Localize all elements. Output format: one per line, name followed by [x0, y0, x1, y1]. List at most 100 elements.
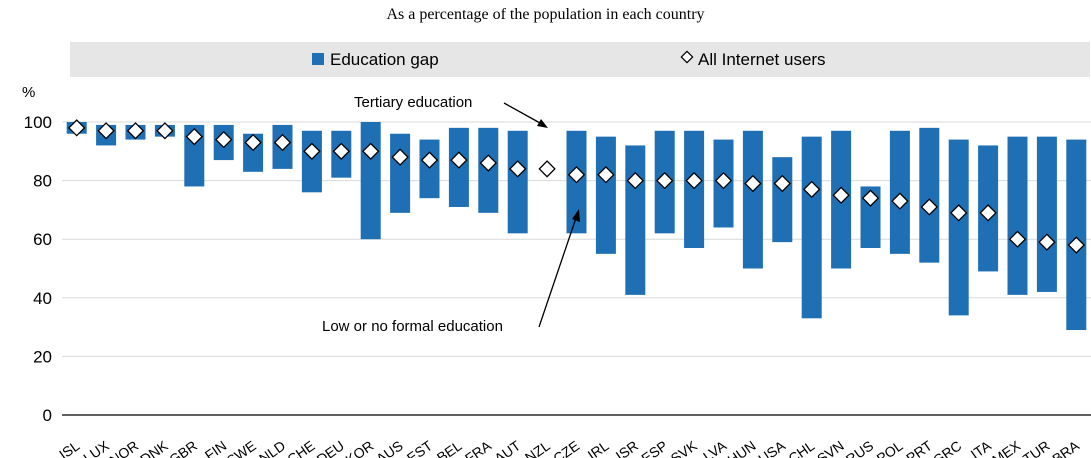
y-axis-label: %	[22, 84, 35, 101]
x-tick-label-NLD: NLD	[256, 437, 288, 458]
bar-AUT	[507, 130, 528, 234]
x-tick-label-SWE: SWE	[224, 437, 259, 458]
bar-PRT	[919, 127, 940, 263]
marker-DEU	[332, 142, 350, 160]
marker-SVK	[685, 171, 703, 190]
marker-DNK	[156, 122, 174, 140]
marker-NOR	[126, 122, 145, 140]
annotation-tertiary-arrow	[503, 102, 541, 124]
marker-HUN	[744, 174, 762, 193]
annotation-low-arrow	[538, 217, 577, 328]
x-tick-label-HUN: HUN	[725, 437, 759, 458]
bar-MEX	[1007, 136, 1028, 295]
y-tick-label: 80	[33, 172, 52, 191]
bar-USA	[772, 157, 793, 243]
bar-TUR	[1036, 136, 1057, 292]
marker-PRT	[920, 198, 938, 216]
x-tick-label-NZL: NZL	[522, 437, 553, 458]
x-tick-label-SVN: SVN	[814, 437, 847, 458]
x-tick-label-EST: EST	[404, 437, 436, 458]
bar-HUN	[742, 130, 763, 269]
x-tick-label-KOR: KOR	[342, 437, 376, 458]
legend-box	[70, 42, 1090, 77]
marker-ESP	[656, 171, 674, 190]
marker-RUS	[861, 189, 880, 207]
x-tick-label-POL: POL	[873, 437, 905, 458]
x-tick-label-CHE: CHE	[284, 437, 317, 458]
x-tick-label-TUR: TUR	[1020, 437, 1053, 458]
y-tick-label: 100	[24, 113, 52, 132]
marker-IRL	[597, 166, 615, 184]
chart-subtitle: As a percentage of the population in eac…	[386, 6, 705, 23]
x-tick-label-GRC: GRC	[930, 437, 965, 458]
marker-SWE	[244, 133, 262, 152]
x-tick-label-ISR: ISR	[613, 437, 641, 458]
marker-TUR	[1038, 233, 1056, 251]
x-tick-label-SVK: SVK	[668, 437, 701, 458]
marker-CHE	[303, 142, 321, 160]
y-tick-label: 60	[33, 230, 52, 249]
marker-NZL	[538, 160, 556, 178]
bar-POL	[889, 130, 910, 254]
legend-swatch-marker	[680, 50, 694, 64]
marker-CZE	[567, 166, 586, 184]
marker-FRA	[479, 154, 497, 172]
marker-LVA	[714, 171, 733, 190]
marker-KOR	[362, 142, 380, 160]
annotation-tertiary: Tertiary education	[354, 94, 472, 111]
x-tick-label-RUS: RUS	[843, 437, 876, 458]
marker-BRA	[1067, 236, 1085, 254]
marker-NLD	[273, 133, 292, 152]
bar-KOR	[360, 122, 381, 240]
x-tick-label-BRA: BRA	[1049, 437, 1082, 458]
marker-MEX	[1008, 230, 1027, 248]
marker-LUX	[97, 122, 115, 140]
x-tick-label-NOR: NOR	[107, 437, 142, 458]
y-tick-label: 40	[33, 289, 52, 308]
bar-BRA	[1066, 139, 1087, 331]
marker-AUT	[509, 160, 527, 178]
marker-ITA	[979, 204, 997, 222]
bar-AUS	[390, 133, 411, 213]
x-tick-label-ISL: ISL	[56, 437, 83, 458]
x-tick-label-GBR: GBR	[166, 437, 200, 458]
marker-USA	[773, 174, 791, 193]
y-tick-label: 20	[33, 347, 52, 366]
marker-ISL	[68, 119, 86, 137]
bar-IRL	[595, 136, 616, 254]
legend-label-gap: Education gap	[330, 50, 439, 69]
x-tick-label-MEX: MEX	[989, 437, 1024, 458]
bar-CHE	[301, 130, 322, 193]
x-tick-label-FRA: FRA	[462, 437, 495, 458]
legend-swatch-gap	[312, 53, 324, 65]
x-tick-label-BEL: BEL	[434, 437, 465, 458]
marker-CHL	[803, 180, 821, 199]
marker-FIN	[215, 130, 233, 149]
bar-EST	[419, 139, 440, 199]
annotation-tertiary-arrowhead	[537, 119, 548, 128]
marker-POL	[891, 192, 909, 210]
x-tick-label-AUT: AUT	[491, 437, 523, 458]
x-tick-label-AUS: AUS	[373, 437, 406, 458]
x-tick-label-IRL: IRL	[585, 437, 612, 458]
bar-GRC	[948, 139, 969, 316]
annotation-low-arrowhead	[572, 209, 580, 222]
marker-EST	[420, 151, 439, 169]
marker-AUS	[391, 148, 409, 166]
legend-label-marker: All Internet users	[698, 50, 826, 69]
marker-GBR	[185, 127, 203, 146]
x-tick-label-USA: USA	[755, 437, 788, 458]
marker-GRC	[950, 204, 968, 222]
marker-ISR	[626, 171, 644, 190]
marker-SVN	[832, 186, 850, 204]
bar-SVK	[684, 130, 705, 248]
x-tick-label-CZE: CZE	[550, 437, 582, 458]
marker-BEL	[450, 151, 468, 169]
annotation-low: Low or no formal education	[322, 318, 503, 335]
x-tick-label-CHL: CHL	[785, 437, 817, 458]
y-tick-label: 0	[43, 406, 52, 425]
bar-ISR	[625, 145, 646, 295]
x-tick-label-ESP: ESP	[638, 437, 670, 458]
bar-CHL	[801, 136, 822, 319]
